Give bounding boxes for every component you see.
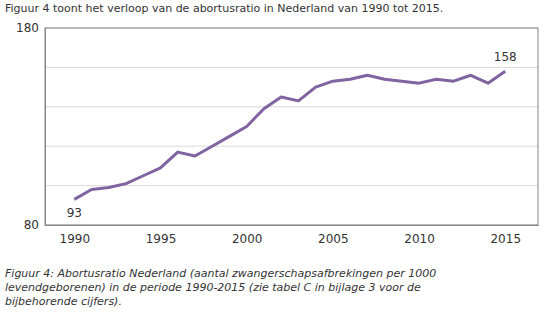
grid-line <box>45 146 538 147</box>
x-tick: 2005 <box>318 225 349 246</box>
x-tick: 2000 <box>232 225 263 246</box>
y-axis: 80 180 <box>16 21 45 232</box>
x-tick-label: 1990 <box>60 232 91 246</box>
plot: 80 180 1990 1995 2000 2005 2010 2015 93 158 <box>16 21 538 245</box>
intro-text: Figuur 4 toont het verloop van de abortu… <box>5 2 443 15</box>
y-tick: 180 <box>16 21 45 35</box>
x-tick-label: 2015 <box>490 232 521 246</box>
grid-line <box>45 67 538 68</box>
x-tick-label: 2005 <box>318 232 349 246</box>
y-axis-line <box>45 29 46 226</box>
x-axis: 1990 1995 2000 2005 2010 2015 <box>46 225 539 246</box>
x-tick: 2010 <box>404 225 435 246</box>
point-label: 158 <box>494 50 517 64</box>
caption-line: bijbehorende cijfers). <box>5 295 122 308</box>
y-tick-label: 180 <box>16 21 39 35</box>
caption-line: Figuur 4: Abortusratio Nederland (aantal… <box>5 267 436 280</box>
grid <box>45 28 538 225</box>
x-axis-line <box>46 225 539 226</box>
chart: Figuur 4 toont het verloop van de abortu… <box>0 0 550 329</box>
point-label: 93 <box>67 206 82 220</box>
x-tick: 2015 <box>490 225 521 246</box>
plot-frame <box>45 28 538 225</box>
y-tick-label: 80 <box>24 218 39 232</box>
x-tick: 1990 <box>60 225 91 246</box>
caption-line: levendgeborenen) in de periode 1990-2015… <box>5 281 421 294</box>
data-line <box>74 71 505 199</box>
x-tick-label: 2010 <box>404 232 435 246</box>
y-tick: 80 <box>24 218 45 232</box>
series <box>74 71 505 199</box>
x-tick: 1995 <box>146 225 177 246</box>
caption: Figuur 4: Abortusratio Nederland (aantal… <box>5 267 436 308</box>
x-tick-label: 2000 <box>232 232 263 246</box>
grid-line <box>45 106 538 107</box>
x-tick-label: 1995 <box>146 232 177 246</box>
